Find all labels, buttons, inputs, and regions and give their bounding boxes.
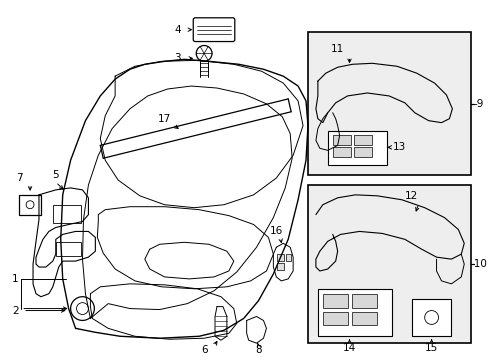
Text: 8: 8 [255,345,261,355]
Text: 12: 12 [405,191,418,201]
Bar [352,294,376,307]
Text: 11: 11 [330,44,344,54]
Bar [411,299,450,336]
Bar [317,289,391,336]
Bar [277,254,284,261]
Bar [332,135,350,145]
Text: 14: 14 [342,343,355,353]
Text: 17: 17 [158,114,171,124]
Bar [332,147,350,157]
Bar [322,311,347,325]
Bar [307,32,470,175]
Text: -9: -9 [473,99,483,109]
Bar [354,147,371,157]
Bar [322,294,347,307]
Text: 6: 6 [201,345,207,355]
Bar [56,242,81,256]
FancyBboxPatch shape [193,18,234,41]
Bar [352,311,376,325]
Text: 3: 3 [174,53,181,63]
Text: 16: 16 [269,226,283,237]
Text: 2: 2 [12,306,19,316]
Text: 1: 1 [12,274,19,284]
Bar [354,135,371,145]
Bar [327,131,386,165]
Text: 4: 4 [174,25,181,35]
Text: 13: 13 [391,142,405,152]
Text: 7: 7 [16,173,22,183]
Bar [19,195,41,215]
Text: -10: -10 [469,259,487,269]
Bar [53,205,81,222]
Bar [285,254,290,261]
Bar [277,263,284,270]
Bar [307,185,470,343]
Text: 15: 15 [424,343,437,353]
Text: 5: 5 [52,170,59,180]
